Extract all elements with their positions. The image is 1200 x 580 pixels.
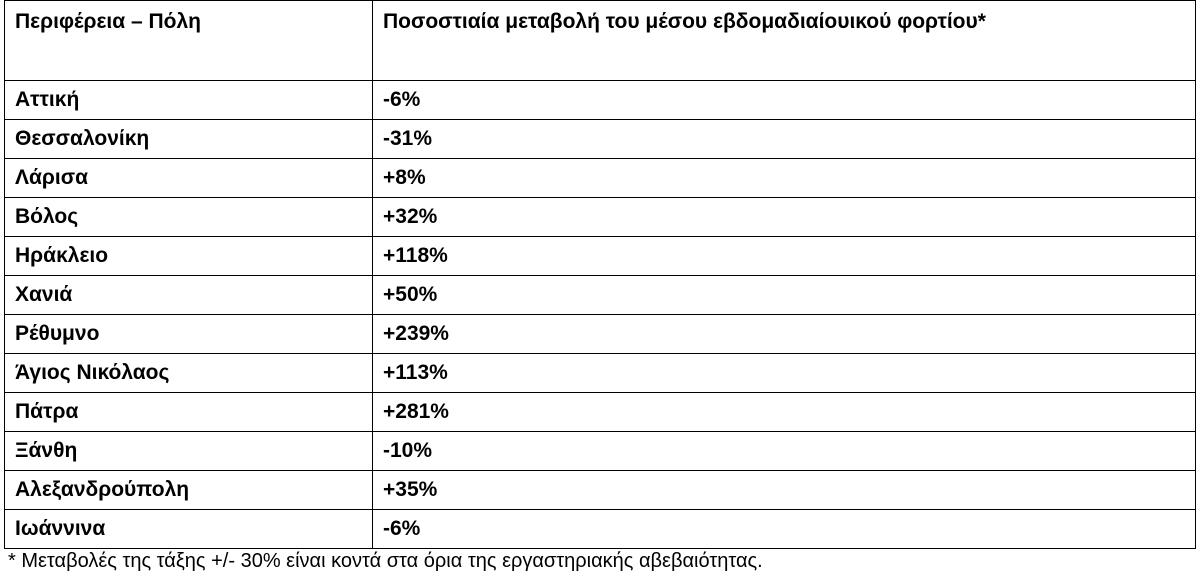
change-cell: +239%	[372, 314, 1196, 354]
header-cell: Ποσοστιαία μεταβολή του μέσου εβδομαδιαί…	[372, 0, 1196, 81]
city-cell: Άγιος Νικόλαος	[4, 353, 373, 393]
city-cell: Βόλος	[4, 197, 373, 237]
change-cell: -6%	[372, 80, 1196, 120]
change-cell: +118%	[372, 236, 1196, 276]
city-cell: Ιωάννινα	[4, 509, 373, 549]
city-cell: Ξάνθη	[4, 431, 373, 471]
change-cell: -10%	[372, 431, 1196, 471]
change-cell: +281%	[372, 392, 1196, 432]
city-cell: Θεσσαλονίκη	[4, 119, 373, 159]
change-cell: +8%	[372, 158, 1196, 198]
table-row: Πάτρα +281%	[4, 392, 1196, 432]
table-row: Ξάνθη -10%	[4, 431, 1196, 471]
change-cell: +32%	[372, 197, 1196, 237]
change-cell: -31%	[372, 119, 1196, 159]
change-cell: +113%	[372, 353, 1196, 393]
city-cell: Αττική	[4, 80, 373, 120]
change-cell: +50%	[372, 275, 1196, 315]
table-row: Αττική -6%	[4, 80, 1196, 120]
city-cell: Ρέθυμνο	[4, 314, 373, 354]
city-cell: Λάρισα	[4, 158, 373, 198]
city-cell: Χανιά	[4, 275, 373, 315]
city-cell: Ηράκλειο	[4, 236, 373, 276]
header-row: Περιφέρεια – Πόλη Ποσοστιαία μεταβολή το…	[4, 0, 1196, 81]
header-cell: Περιφέρεια – Πόλη	[4, 0, 373, 81]
data-table: Περιφέρεια – Πόλη Ποσοστιαία μεταβολή το…	[4, 0, 1196, 549]
table-body: Αττική -6% Θεσσαλονίκη -31% Λάρισα +8% Βόλος +3…	[4, 80, 1196, 549]
table-row: Άγιος Νικόλαος +113%	[4, 353, 1196, 393]
table-row: Αλεξανδρούπολη +35%	[4, 470, 1196, 510]
table-row: Βόλος +32%	[4, 197, 1196, 237]
table-row: Ηράκλειο +118%	[4, 236, 1196, 276]
table-row: Ρέθυμνο +239%	[4, 314, 1196, 354]
table-row: Λάρισα +8%	[4, 158, 1196, 198]
table-row: Θεσσαλονίκη -31%	[4, 119, 1196, 159]
change-cell: -6%	[372, 509, 1196, 549]
footnote: * Μεταβολές της τάξης +/- 30% είναι κοντ…	[8, 550, 763, 572]
change-cell: +35%	[372, 470, 1196, 510]
table-row: Ιωάννινα -6%	[4, 509, 1196, 549]
city-cell: Αλεξανδρούπολη	[4, 470, 373, 510]
table-row: Χανιά +50%	[4, 275, 1196, 315]
city-cell: Πάτρα	[4, 392, 373, 432]
